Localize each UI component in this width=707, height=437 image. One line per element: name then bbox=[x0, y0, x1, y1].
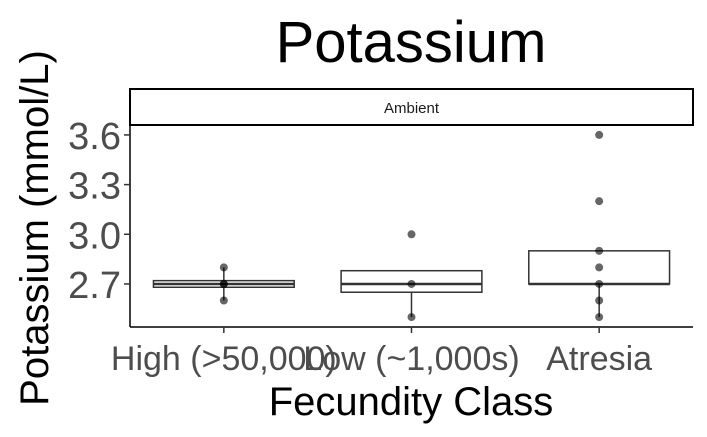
data-point bbox=[595, 197, 604, 206]
data-point bbox=[595, 246, 604, 255]
data-point bbox=[595, 130, 604, 139]
x-axis: High (>50,000)Low (~1,000s) Atresia bbox=[111, 327, 652, 378]
facet-label: Ambient bbox=[384, 100, 440, 117]
x-tick-label: Low (~1,000s) bbox=[303, 340, 519, 378]
data-point bbox=[407, 230, 416, 239]
y-axis: 2.7 3.0 3.3 3.6 bbox=[68, 116, 130, 307]
y-tick-label: 3.3 bbox=[68, 166, 121, 208]
y-tick-label: 3.6 bbox=[68, 116, 121, 158]
y-tick-label: 3.0 bbox=[68, 215, 121, 257]
y-axis-label: Potassium (mmol/L) bbox=[13, 50, 57, 406]
data-point bbox=[595, 313, 604, 322]
x-tick-label: High (>50,000) bbox=[111, 340, 337, 378]
data-point bbox=[219, 263, 228, 272]
data-point bbox=[595, 263, 604, 272]
y-tick-label: 2.7 bbox=[68, 265, 121, 307]
data-point bbox=[219, 296, 228, 305]
facet-strip bbox=[129, 88, 694, 126]
x-axis-label: Fecundity Class bbox=[269, 380, 554, 424]
x-tick-label: Atresia bbox=[546, 340, 652, 378]
data-point bbox=[407, 313, 416, 322]
data-point bbox=[595, 296, 604, 305]
chart-title: Potassium bbox=[276, 10, 547, 75]
data-point bbox=[219, 279, 228, 288]
data-point bbox=[595, 279, 604, 288]
plot-area bbox=[152, 130, 671, 322]
data-point bbox=[407, 279, 416, 288]
